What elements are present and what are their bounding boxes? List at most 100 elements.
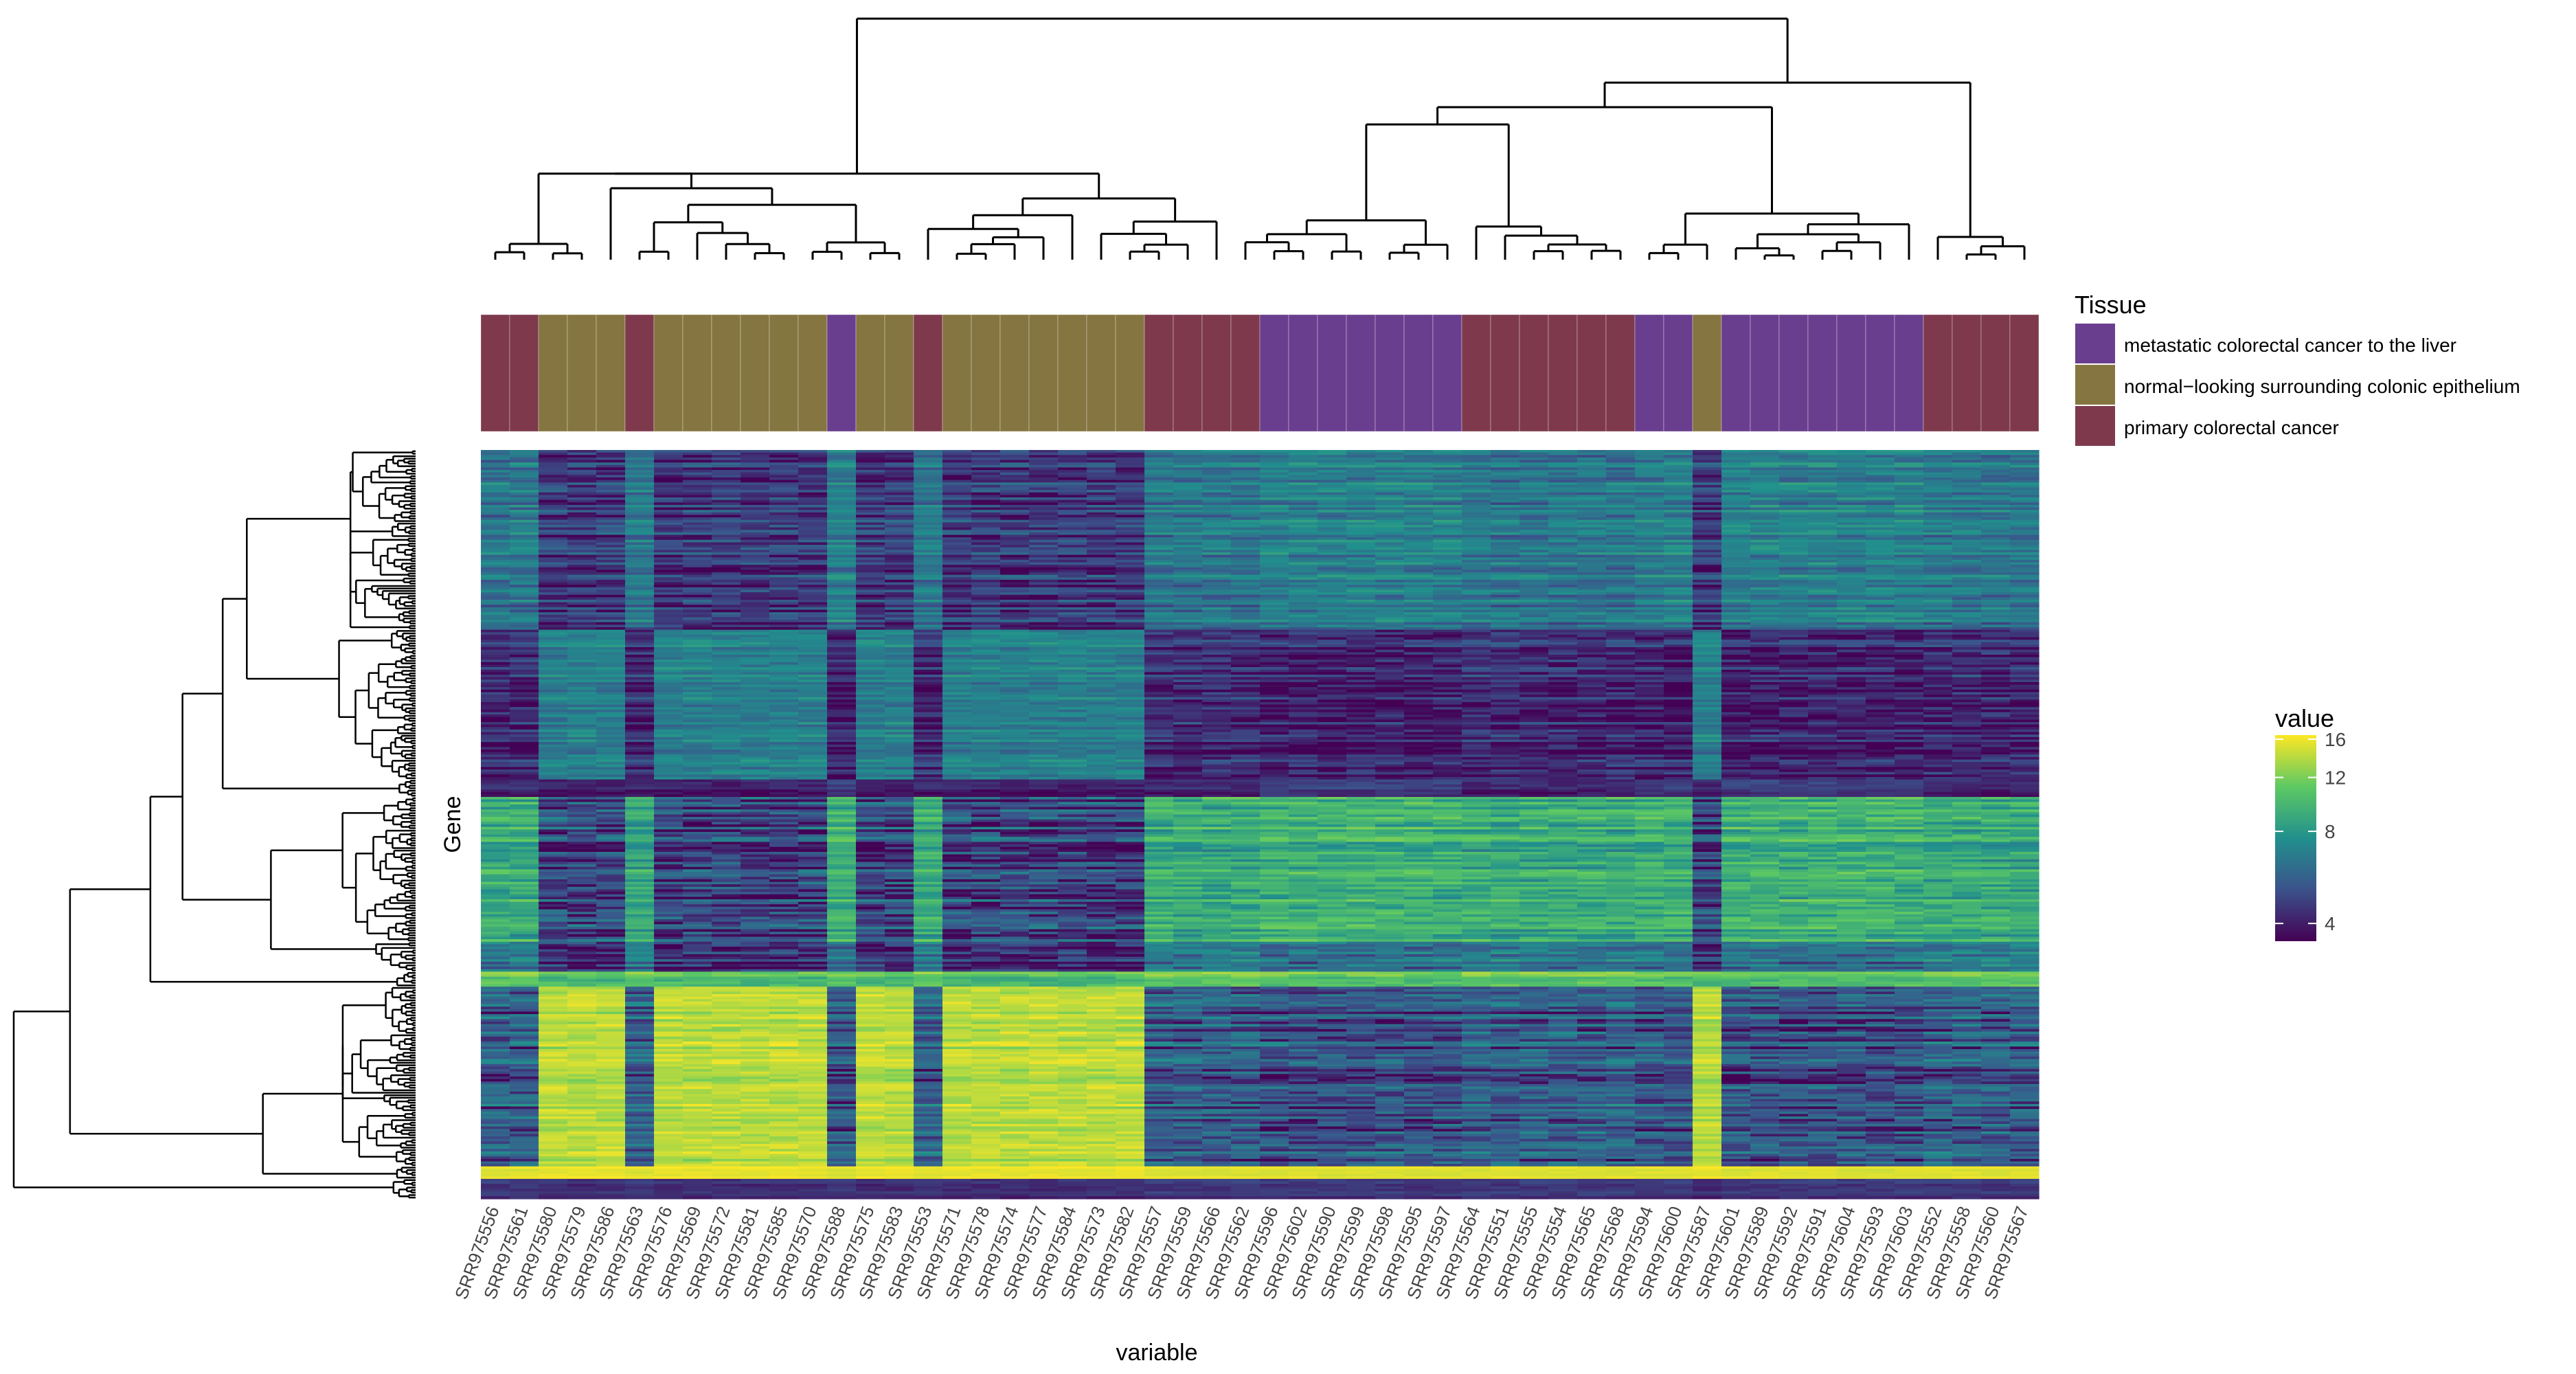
heatmap-cell xyxy=(1029,592,1059,596)
heatmap-cell xyxy=(1981,497,2011,501)
heatmap-cell xyxy=(827,460,857,463)
heatmap-cell xyxy=(741,495,770,498)
heatmap-cell xyxy=(914,567,943,570)
heatmap-cell xyxy=(1895,539,1924,543)
heatmap-cell xyxy=(625,614,655,618)
heatmap-cell xyxy=(1404,522,1434,526)
heatmap-cell xyxy=(1952,487,1982,491)
heatmap-cell xyxy=(1346,499,1376,503)
heatmap-cell xyxy=(1981,530,2011,533)
heatmap-cell xyxy=(625,582,655,585)
heatmap-cell xyxy=(769,620,799,623)
heatmap-cell xyxy=(769,554,799,558)
heatmap-cell xyxy=(1923,490,1953,493)
row-dendrogram xyxy=(12,450,416,1199)
heatmap-cell xyxy=(1721,467,1751,471)
heatmap-cell xyxy=(971,565,1001,568)
heatmap-cell xyxy=(1923,620,1953,623)
heatmap-cell xyxy=(769,600,799,603)
heatmap-cell xyxy=(1866,495,1895,498)
heatmap-cell xyxy=(1058,567,1087,570)
heatmap-cell xyxy=(683,567,712,570)
heatmap-cell xyxy=(1779,554,1809,558)
heatmap-cell xyxy=(769,545,799,548)
heatmap-cell xyxy=(1087,450,1116,453)
heatmap-cell xyxy=(1375,577,1405,581)
heatmap-cell xyxy=(1606,515,1636,518)
heatmap-cell xyxy=(1000,624,1030,628)
heatmap-cell xyxy=(914,557,943,561)
heatmap-cell xyxy=(1260,519,1289,523)
heatmap-cell xyxy=(567,624,597,628)
heatmap-cell xyxy=(1318,470,1347,473)
heatmap-cell xyxy=(481,614,510,618)
heatmap-cell xyxy=(741,545,770,548)
heatmap-cell xyxy=(1058,570,1087,573)
heatmap-cell xyxy=(1029,457,1059,461)
tissue-annotation-cell xyxy=(1201,314,1232,432)
heatmap-cell xyxy=(1404,527,1434,530)
heatmap-cell xyxy=(1721,624,1751,628)
heatmap-cell xyxy=(885,600,914,603)
heatmap-cell xyxy=(1202,542,1232,545)
heatmap-cell xyxy=(1375,537,1405,541)
heatmap-cell xyxy=(1895,565,1924,568)
heatmap-cell xyxy=(971,570,1001,573)
heatmap-cell xyxy=(1173,614,1203,618)
heatmap-cell xyxy=(596,602,626,605)
heatmap-cell xyxy=(539,477,568,481)
heatmap-cell xyxy=(654,530,683,533)
heatmap-cell xyxy=(712,594,741,598)
heatmap-cell xyxy=(1202,602,1232,605)
heatmap-cell xyxy=(1346,617,1376,620)
heatmap-cell xyxy=(971,504,1001,508)
heatmap-cell xyxy=(1404,477,1434,481)
heatmap-cell xyxy=(1260,470,1289,473)
heatmap-cell xyxy=(1750,542,1780,545)
heatmap-cell xyxy=(1260,522,1289,526)
heatmap-cell xyxy=(1289,534,1318,538)
heatmap-cell xyxy=(1289,517,1318,521)
heatmap-cell xyxy=(1635,522,1664,526)
heatmap-cell xyxy=(1202,579,1232,583)
heatmap-cell xyxy=(510,472,539,475)
heatmap-cell xyxy=(1289,519,1318,523)
heatmap-cell xyxy=(1808,585,1838,588)
heatmap-cell xyxy=(510,620,539,623)
heatmap-cell xyxy=(885,605,914,608)
heatmap-cell xyxy=(1635,582,1664,585)
heatmap-cell xyxy=(1000,550,1030,553)
heatmap-cell xyxy=(1029,455,1059,458)
heatmap-cell xyxy=(1000,587,1030,591)
heatmap-cell xyxy=(1577,565,1607,568)
heatmap-cell xyxy=(856,472,885,475)
heatmap-cell xyxy=(1952,515,1982,518)
heatmap-cell xyxy=(1923,467,1953,471)
heatmap-cell xyxy=(1404,519,1434,523)
heatmap-cell xyxy=(741,504,770,508)
heatmap-cell xyxy=(1577,480,1607,483)
heatmap-cell xyxy=(827,582,857,585)
heatmap-cell xyxy=(769,480,799,483)
heatmap-cell xyxy=(914,542,943,545)
heatmap-cell xyxy=(1375,497,1405,501)
heatmap-cell xyxy=(1260,600,1289,603)
heatmap-cell xyxy=(1231,450,1261,453)
heatmap-cell xyxy=(510,594,539,598)
heatmap-cell xyxy=(856,507,885,510)
heatmap-cell xyxy=(2010,537,2040,541)
heatmap-cell xyxy=(567,522,597,526)
heatmap-cell xyxy=(1837,470,1866,473)
heatmap-cell xyxy=(1087,605,1116,608)
heatmap-cell xyxy=(1404,484,1434,488)
heatmap-cell xyxy=(1462,545,1491,548)
heatmap-cell xyxy=(856,460,885,463)
heatmap-cell xyxy=(1346,607,1376,611)
heatmap-cell xyxy=(510,507,539,510)
tissue-annotation-cell xyxy=(1432,314,1462,432)
heatmap-cell xyxy=(1837,487,1866,491)
heatmap-cell xyxy=(1491,515,1520,518)
heatmap-cell xyxy=(1837,582,1866,585)
heatmap-cell xyxy=(856,452,885,455)
heatmap-cell xyxy=(596,470,626,473)
